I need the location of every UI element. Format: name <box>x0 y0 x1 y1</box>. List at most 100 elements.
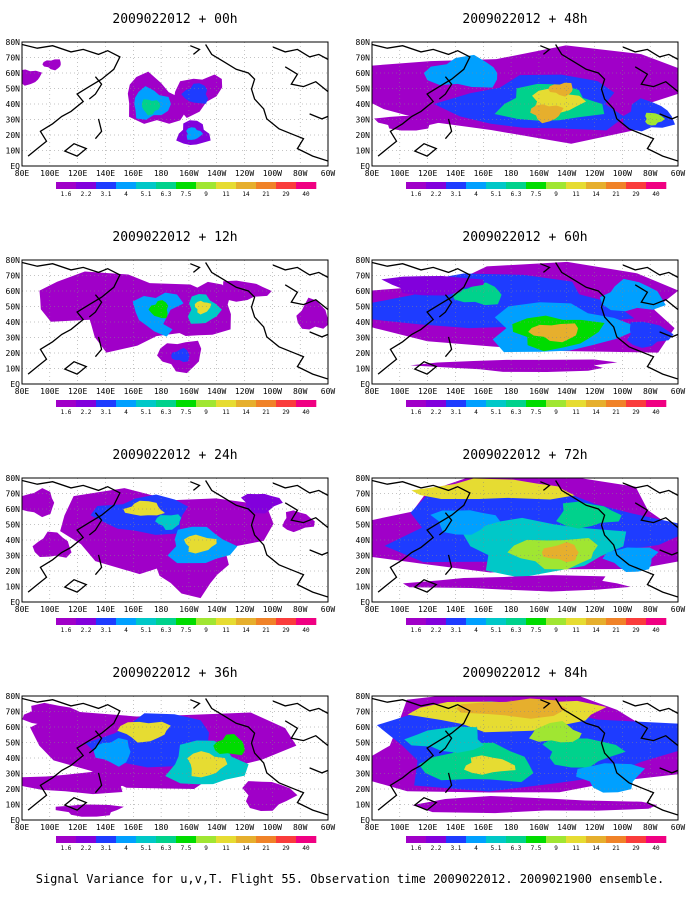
colorbar: 1.6 2.2 3.1 4 5.1 6.3 7.5 9 11 14 21 29 40 <box>56 836 317 852</box>
colorbar-level-label: 5.1 <box>491 845 502 852</box>
map-frame <box>371 695 679 821</box>
coastline <box>284 720 328 747</box>
coastline <box>438 512 453 536</box>
coastline <box>540 481 551 491</box>
colorbar-level-label: 3.1 <box>451 409 462 416</box>
colorbar-swatch <box>606 182 627 189</box>
lon-tick-label: 60W <box>671 387 686 396</box>
map-panel: 2009022012 + 00h 80N 70N 60N 50N 40N 30N 20N 10N… <box>6 12 336 198</box>
colorbar-swatch <box>586 618 607 625</box>
lon-tick-label: 140E <box>96 605 115 614</box>
colorbar-level-label: 2.2 <box>81 845 92 852</box>
lon-tick-label: 80E <box>365 169 380 178</box>
lat-tick-label: 30N <box>356 116 371 125</box>
colorbar-swatch <box>96 618 117 625</box>
coastline <box>284 284 328 311</box>
coastline <box>88 512 103 536</box>
coastline <box>272 264 328 278</box>
lon-tick-label: 140E <box>446 169 465 178</box>
colorbar-level-label: 3.1 <box>101 409 112 416</box>
map-panel: 2009022012 + 36h 80N 70N 60N 50N 40N 30N 20N 10N… <box>6 666 336 852</box>
colorbar-swatch <box>406 182 427 189</box>
variance-contour-fill <box>123 500 165 516</box>
lon-tick-label: 160E <box>124 387 143 396</box>
lat-tick-label: 60N <box>6 505 21 514</box>
colorbar-level-label: 3.1 <box>101 845 112 852</box>
colorbar-level-label: 21 <box>612 845 620 852</box>
colorbar-level-label: 7.5 <box>531 409 542 416</box>
colorbar-level-label: 1.6 <box>61 409 72 416</box>
variance-contour-fill <box>556 501 622 529</box>
lon-tick-label: 120E <box>418 823 437 832</box>
lat-tick-label: 10N <box>356 801 371 810</box>
coastline <box>22 479 121 593</box>
colorbar-level-label: 14 <box>592 845 600 852</box>
colorbar-level-label: 11 <box>222 409 230 416</box>
lon-tick-label: 120W <box>585 169 604 178</box>
colorbar-swatch <box>626 836 647 843</box>
variance-contour-fill <box>183 534 217 554</box>
colorbar: 1.6 2.2 3.1 4 5.1 6.3 7.5 9 11 14 21 29 40 <box>56 618 317 634</box>
lat-tick-label: 10N <box>6 801 21 810</box>
colorbar-level-label: 2.2 <box>81 191 92 198</box>
colorbar-swatch <box>466 618 487 625</box>
colorbar-level-label: 14 <box>242 627 250 634</box>
colorbar-swatch <box>176 618 197 625</box>
coastline <box>205 262 328 380</box>
coastline <box>63 796 88 811</box>
colorbar-level-label: 5.1 <box>491 409 502 416</box>
lat-tick-label: 50N <box>356 85 371 94</box>
colorbar-swatch <box>196 618 217 625</box>
variance-contour-fill <box>32 531 72 558</box>
lon-tick-label: 180 <box>154 387 169 396</box>
variance-contour-fill <box>542 737 626 768</box>
lon-tick-label: 140W <box>207 387 226 396</box>
colorbar-swatch <box>116 618 137 625</box>
lon-tick-label: 160W <box>179 387 198 396</box>
colorbar-level-label: 9 <box>554 845 558 852</box>
lat-tick-label: 60N <box>356 287 371 296</box>
lat-tick-label: 70N <box>6 490 21 499</box>
lon-tick-label: 140W <box>207 169 226 178</box>
colorbar-level-label: 21 <box>612 409 620 416</box>
lat-tick-label: 30N <box>356 334 371 343</box>
lat-tick-label: 40N <box>6 536 21 545</box>
coastlines <box>22 261 328 380</box>
coastlines <box>22 697 328 816</box>
colorbar-level-label: 6.3 <box>511 409 522 416</box>
variance-contour-fill <box>412 795 658 814</box>
colorbar-level-label: 40 <box>302 409 310 416</box>
colorbar-swatch <box>56 182 77 189</box>
lon-tick-label: 140W <box>207 605 226 614</box>
colorbar-level-label: 9 <box>554 409 558 416</box>
lat-tick-label: 80N <box>6 692 21 701</box>
lat-tick-label: 60N <box>6 287 21 296</box>
coastline <box>413 360 438 375</box>
colorbar-swatch <box>296 618 317 625</box>
map-frame <box>371 259 679 385</box>
lat-tick-label: 70N <box>6 708 21 717</box>
map-frame <box>21 695 329 821</box>
colorbar-level-label: 2.2 <box>431 191 442 198</box>
variance-contour-fill <box>187 751 228 778</box>
lat-tick-label: 70N <box>6 54 21 63</box>
coastline <box>88 294 103 318</box>
lon-tick-label: 60W <box>671 605 686 614</box>
lat-tick-label: 30N <box>6 334 21 343</box>
lat-tick-label: 10N <box>6 583 21 592</box>
variance-contour-fill <box>410 359 618 372</box>
variance-contour-fill <box>402 575 631 592</box>
lat-tick-label: 30N <box>356 770 371 779</box>
colorbar-swatch <box>506 618 527 625</box>
coastline <box>540 263 551 273</box>
lat-tick-label: EQ <box>10 816 20 825</box>
lon-tick-label: 100E <box>40 169 59 178</box>
colorbar-level-label: 5.1 <box>141 627 152 634</box>
panel-title: 2009022012 + 48h <box>462 12 587 27</box>
colorbar-swatch <box>176 836 197 843</box>
lat-tick-label: 40N <box>356 536 371 545</box>
colorbar-level-label: 7.5 <box>181 845 192 852</box>
coastline <box>659 549 678 556</box>
colorbar-swatch <box>116 400 137 407</box>
map-frame <box>21 41 329 167</box>
